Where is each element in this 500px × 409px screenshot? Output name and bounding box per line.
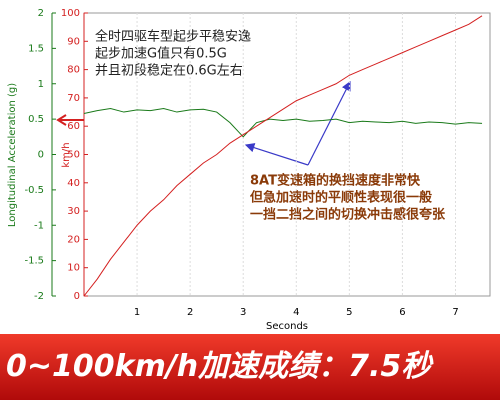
y-axis-label: Longitudinal Acceleration (g) bbox=[7, 83, 18, 227]
annotation: 并且初段稳定在0.6G左右 bbox=[95, 63, 243, 79]
annotation: 起步加速G值只有0.5G bbox=[95, 46, 227, 62]
y2-tick-label: 60 bbox=[67, 121, 80, 132]
y-tick-label: -0.5 bbox=[24, 185, 44, 196]
y2-axis-label: km/h bbox=[61, 142, 72, 167]
annotation: 8AT变速箱的换挡速度非常快 bbox=[250, 173, 421, 189]
y2-tick-label: 100 bbox=[61, 8, 80, 19]
y-tick-label: 0.5 bbox=[28, 114, 44, 125]
x-tick-label: 4 bbox=[293, 307, 299, 318]
y2-tick-label: 90 bbox=[67, 36, 80, 47]
y2-tick-label: 0 bbox=[74, 291, 80, 302]
annotation-arrow bbox=[244, 143, 309, 166]
data-line bbox=[83, 15, 483, 297]
y2-tick-label: 40 bbox=[67, 178, 80, 189]
x-tick-label: 1 bbox=[134, 307, 140, 318]
chart: Longitudinal Acceleration (g) km/h Secon… bbox=[7, 8, 491, 332]
x-tick-label: 2 bbox=[187, 307, 193, 318]
x-axis-label: Seconds bbox=[266, 321, 308, 332]
x-tick-label: 3 bbox=[240, 307, 246, 318]
annotation-arrow bbox=[307, 80, 351, 166]
banner: 0~100km/h加速成绩：7.5秒 bbox=[0, 334, 500, 400]
x-tick-label: 7 bbox=[452, 307, 458, 318]
y2-tick-label: 70 bbox=[67, 93, 80, 104]
y2-tick-label: 80 bbox=[67, 65, 80, 76]
annotation: 全时四驱车型起步平稳安逸 bbox=[95, 29, 251, 45]
y2-tick-label: 50 bbox=[67, 150, 80, 161]
marker-arrow bbox=[56, 114, 84, 126]
y2-tick-label: 30 bbox=[67, 206, 80, 217]
y2-tick-label: 10 bbox=[67, 263, 80, 274]
annotation: 一挡二挡之间的切换冲击感很夸张 bbox=[250, 207, 446, 223]
y-tick-label: -2 bbox=[34, 291, 44, 302]
annotation: 但急加速时的平顺性表现很一般 bbox=[249, 190, 432, 206]
y-tick-label: -1 bbox=[34, 220, 44, 231]
x-tick-label: 5 bbox=[346, 307, 352, 318]
y-tick-label: -1.5 bbox=[24, 256, 44, 267]
y-tick-label: 0 bbox=[38, 150, 44, 161]
y-tick-label: 1.5 bbox=[28, 43, 44, 54]
y2-tick-label: 20 bbox=[67, 234, 80, 245]
x-tick-label: 6 bbox=[399, 307, 405, 318]
data-line bbox=[83, 108, 483, 138]
y-tick-label: 1 bbox=[38, 79, 44, 90]
y-tick-label: 2 bbox=[38, 8, 44, 19]
